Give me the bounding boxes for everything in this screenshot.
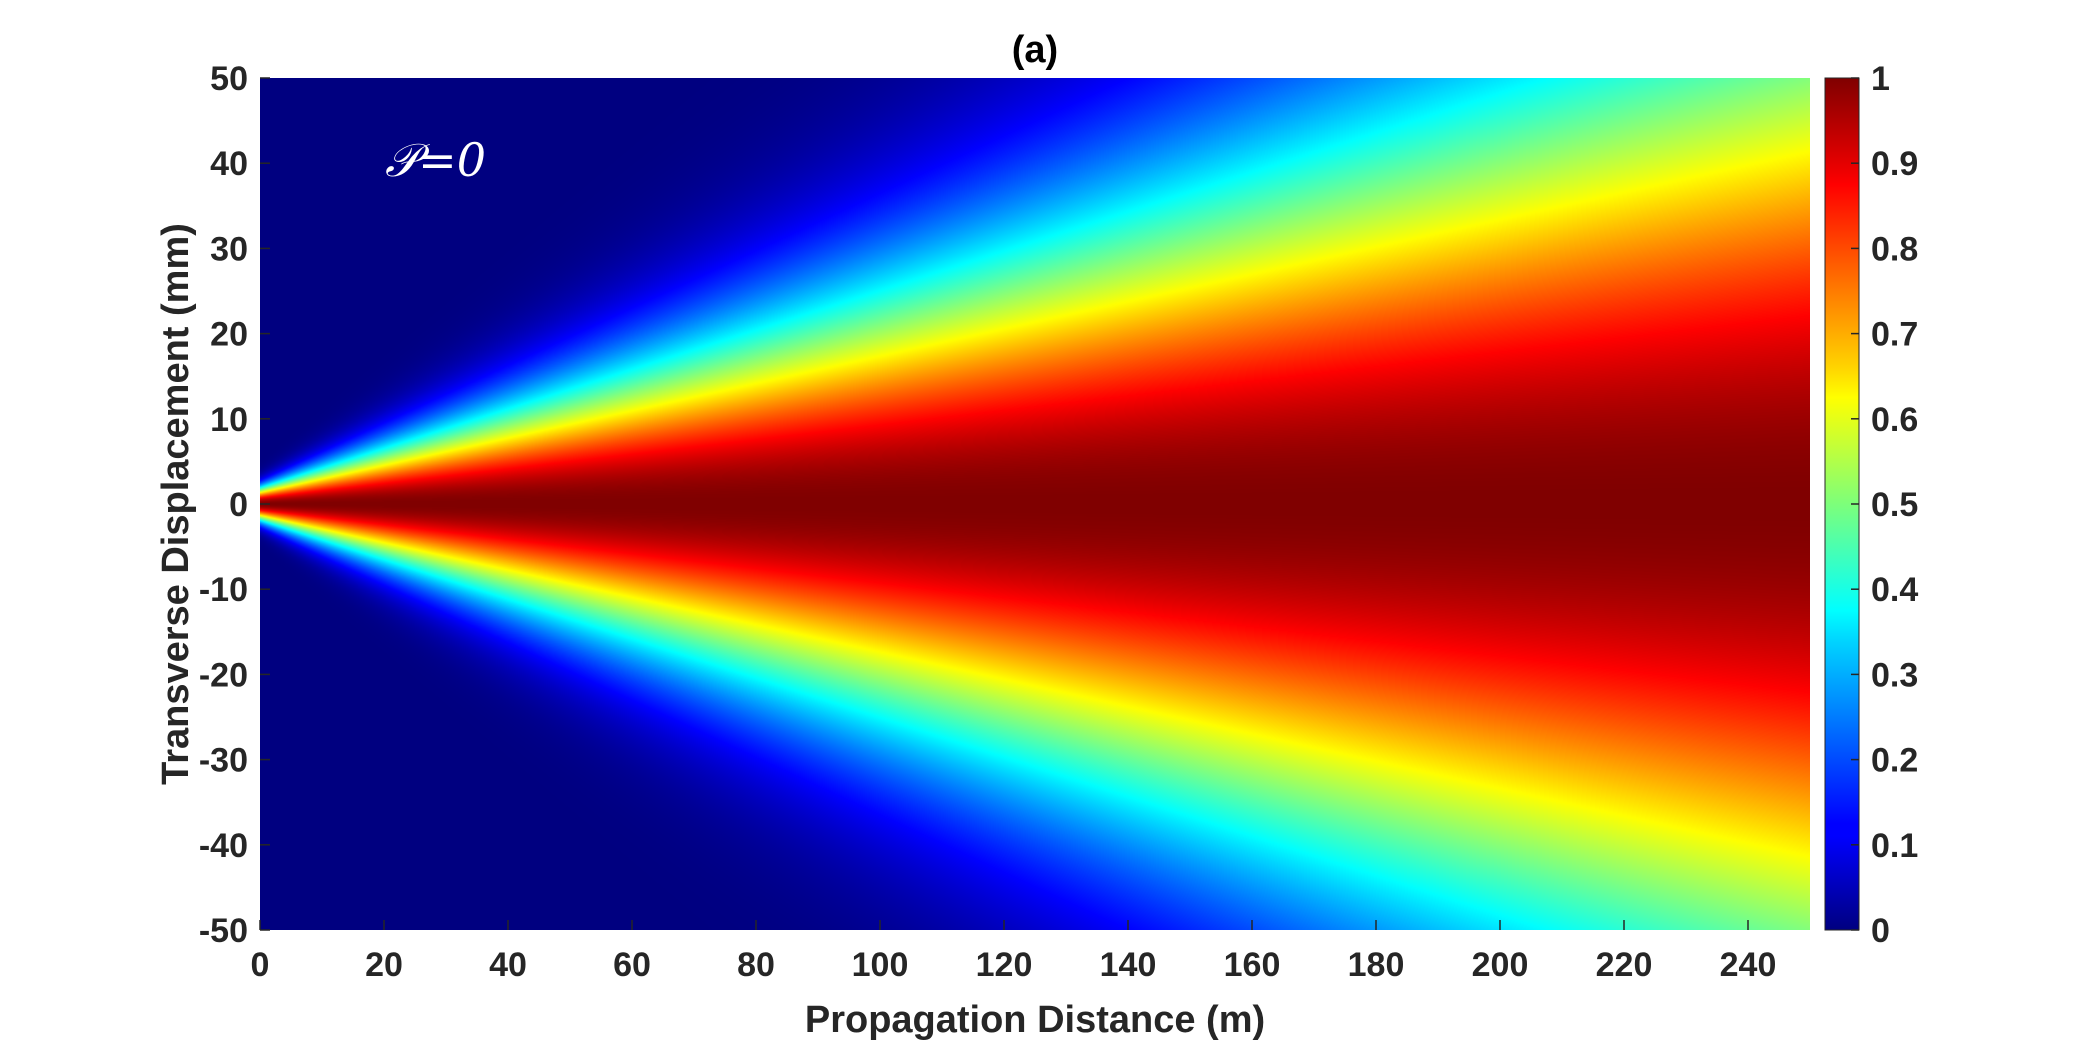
x-axis-ticks: 0 20 40 60 80 100 120 140 160 180 200 220 240: [251, 920, 1777, 984]
colorbar-tick-label: 0.3: [1871, 656, 1918, 694]
colorbar-tick-label: 0.8: [1871, 230, 1918, 268]
x-tick-label: 40: [489, 946, 527, 984]
x-tick-label: 60: [613, 946, 651, 984]
x-tick-label: 0: [251, 946, 270, 984]
y-tick-label: 40: [210, 145, 248, 183]
colorbar-tick-label: 0.6: [1871, 401, 1918, 439]
colorbar-tick-label: 0.5: [1871, 486, 1918, 524]
y-tick-label: -50: [199, 912, 248, 950]
y-tick-label: 20: [210, 316, 248, 354]
y-tick-label: -10: [199, 571, 248, 609]
colorbar-tick-label: 0.1: [1871, 827, 1918, 865]
y-tick-label: -40: [199, 827, 248, 865]
chart-title: (a): [1012, 29, 1058, 71]
y-tick-label: 30: [210, 230, 248, 268]
y-tick-label: 50: [210, 60, 248, 98]
y-tick-label: 10: [210, 401, 248, 439]
colorbar: 1 0.9 0.8 0.7 0.6 0.5 0.4 0.3 0.2 0.1 0: [1824, 60, 1918, 950]
colorbar-tick-label: 0.4: [1871, 571, 1918, 609]
x-tick-label: 20: [365, 946, 403, 984]
colorbar-tick-label: 1: [1871, 60, 1890, 98]
colorbar-tick-label: 0: [1871, 912, 1890, 950]
colorbar-tick-label: 0.7: [1871, 316, 1918, 354]
heatmap-image: [260, 78, 1810, 930]
y-tick-label: -20: [199, 656, 248, 694]
x-tick-label: 220: [1596, 946, 1653, 984]
y-tick-label: 0: [229, 486, 248, 524]
y-axis-label: Transverse Displacement (mm): [155, 223, 197, 785]
x-tick-label: 100: [852, 946, 909, 984]
x-tick-label: 80: [737, 946, 775, 984]
x-tick-label: 120: [976, 946, 1033, 984]
x-tick-label: 200: [1472, 946, 1529, 984]
colorbar-tick-label: 0.2: [1871, 742, 1918, 780]
colorbar-tick-label: 0.9: [1871, 145, 1918, 183]
plot-area: [260, 78, 1810, 930]
colorbar-ticks: 1 0.9 0.8 0.7 0.6 0.5 0.4 0.3 0.2 0.1 0: [1851, 60, 1918, 950]
x-tick-label: 160: [1224, 946, 1281, 984]
x-tick-label: 140: [1100, 946, 1157, 984]
y-axis-ticks: 50 40 30 20 10 0 -10 -20 -30 -40 -50: [199, 60, 270, 950]
y-tick-label: -30: [199, 742, 248, 780]
x-tick-label: 180: [1348, 946, 1405, 984]
x-axis-label: Propagation Distance (m): [805, 999, 1265, 1041]
parameter-annotation: 𝒫=0: [385, 133, 486, 187]
x-tick-label: 240: [1720, 946, 1777, 984]
